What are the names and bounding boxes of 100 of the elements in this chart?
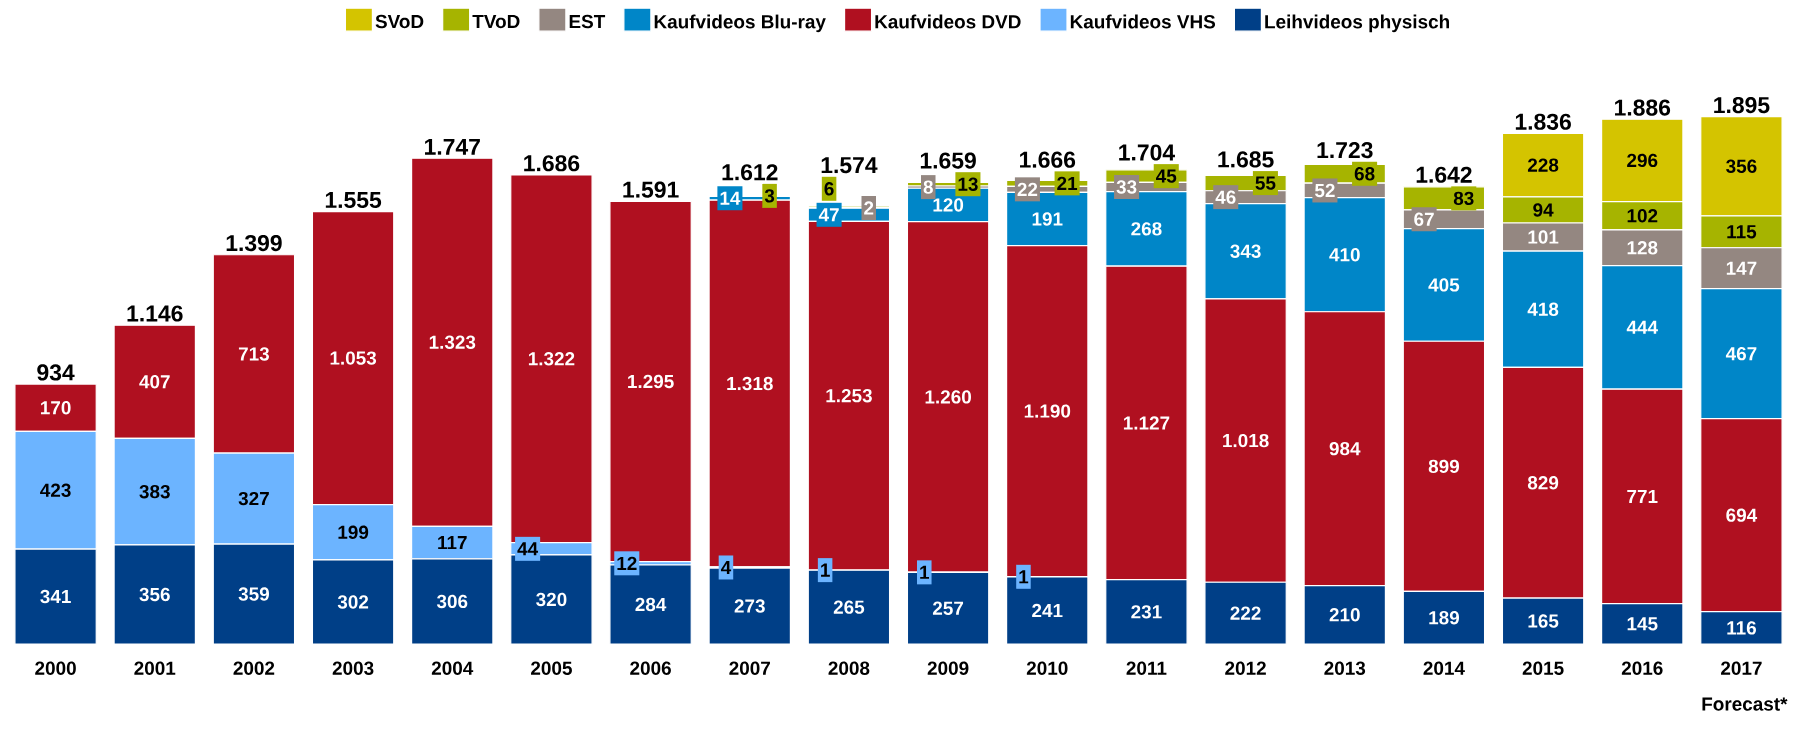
data-label: 116 xyxy=(1727,621,1757,635)
total-label: 1.146 xyxy=(127,305,183,322)
data-label: 83 xyxy=(1453,191,1474,206)
data-label: 257 xyxy=(932,601,964,615)
data-label: 407 xyxy=(139,375,170,389)
data-label: 343 xyxy=(1230,244,1261,258)
total-label: 1.659 xyxy=(920,152,976,169)
data-label: 341 xyxy=(40,589,71,604)
data-label: 1.323 xyxy=(429,335,476,349)
x-tick-label: 2016 xyxy=(1621,661,1663,675)
data-label: 45 xyxy=(1156,169,1177,183)
data-label: 210 xyxy=(1329,608,1360,622)
x-tick-label: 2009 xyxy=(927,661,969,675)
data-label: 713 xyxy=(238,347,270,361)
x-tick-label: 2005 xyxy=(531,661,572,675)
legend-label: SVoD xyxy=(375,14,424,29)
total-label: 1.704 xyxy=(1119,144,1175,161)
data-label: 356 xyxy=(139,587,170,602)
data-label: 984 xyxy=(1329,441,1361,456)
x-tick-label: 2013 xyxy=(1324,661,1366,675)
total-label: 1.666 xyxy=(1020,151,1076,168)
data-label: 12 xyxy=(617,556,637,570)
data-label: 265 xyxy=(833,600,865,614)
data-label: 147 xyxy=(1726,261,1757,275)
total-label: 1.399 xyxy=(226,234,282,252)
data-label: 771 xyxy=(1627,489,1658,503)
data-label: 68 xyxy=(1354,167,1375,181)
legend-label: Kaufvideos DVD xyxy=(875,14,1021,29)
data-label: 467 xyxy=(1725,346,1757,361)
data-label: 268 xyxy=(1131,222,1162,236)
data-label: 1.295 xyxy=(628,374,674,389)
data-label: 1 xyxy=(920,565,930,579)
data-label: 1.018 xyxy=(1223,433,1269,448)
data-label: 306 xyxy=(436,594,468,609)
data-label: 444 xyxy=(1626,320,1658,334)
x-tick-label: 2010 xyxy=(1026,661,1068,675)
x-tick-label: 2004 xyxy=(431,661,474,675)
data-label: 829 xyxy=(1527,476,1559,490)
data-label: 13 xyxy=(958,177,978,191)
data-label: 115 xyxy=(1727,225,1757,239)
data-label: 1 xyxy=(821,563,830,577)
data-label: 359 xyxy=(238,587,269,601)
total-label: 1.686 xyxy=(524,155,580,172)
total-label: 934 xyxy=(37,364,75,381)
x-tick-label: 2008 xyxy=(828,661,870,675)
data-label: 44 xyxy=(517,542,539,556)
x-tick-label: 2007 xyxy=(729,661,770,675)
legend-label: Leihvideos physisch xyxy=(1265,14,1449,33)
x-tick-label: 2014 xyxy=(1423,661,1465,675)
data-label: 1.318 xyxy=(727,376,773,391)
data-label: 52 xyxy=(1314,183,1335,198)
data-label: 128 xyxy=(1627,241,1658,255)
legend-label: Kaufvideos Blu-ray xyxy=(654,14,826,33)
total-label: 1.723 xyxy=(1317,141,1373,159)
data-label: 33 xyxy=(1116,180,1137,194)
data-label: 46 xyxy=(1215,190,1236,204)
data-label: 55 xyxy=(1255,176,1276,190)
data-label: 94 xyxy=(1533,203,1554,217)
data-label: 284 xyxy=(635,597,667,612)
data-label: 231 xyxy=(1131,605,1162,619)
x-tick-label: 2003 xyxy=(332,661,374,675)
data-label: 21 xyxy=(1057,176,1078,190)
total-label: 1.685 xyxy=(1218,151,1274,168)
total-label: 1.612 xyxy=(722,164,778,181)
data-label: 273 xyxy=(734,599,765,613)
x-tick-label: 2002 xyxy=(233,661,275,675)
data-label: 3 xyxy=(764,189,775,203)
total-label: 1.747 xyxy=(425,138,480,155)
total-label: 1.836 xyxy=(1515,113,1571,130)
data-label: 191 xyxy=(1032,212,1063,226)
data-label: 1.190 xyxy=(1024,404,1071,418)
data-label: 1.322 xyxy=(528,352,575,366)
legend-label: Kaufvideos VHS xyxy=(1070,14,1216,29)
data-label: 302 xyxy=(337,595,369,609)
data-label: 1.127 xyxy=(1123,416,1170,430)
data-label: 320 xyxy=(536,592,567,607)
data-label: 199 xyxy=(338,525,369,539)
data-label: 47 xyxy=(818,208,839,222)
total-label: 1.895 xyxy=(1714,96,1770,114)
legend-label: EST xyxy=(569,14,606,29)
data-label: 1.053 xyxy=(330,351,377,365)
data-label: 899 xyxy=(1428,459,1460,474)
data-label: 694 xyxy=(1726,508,1758,522)
data-label: 4 xyxy=(720,560,732,574)
data-label: 296 xyxy=(1627,153,1658,168)
data-label: 189 xyxy=(1429,611,1460,625)
x-tick-label: 2017 xyxy=(1721,661,1762,675)
total-label: 1.574 xyxy=(821,157,878,174)
x-tick-label: 2006 xyxy=(630,661,671,675)
data-label: 14 xyxy=(720,191,741,205)
text: Forecast* xyxy=(1702,697,1788,711)
data-label: 6 xyxy=(824,182,834,196)
data-label: 228 xyxy=(1527,158,1559,172)
data-label: 327 xyxy=(238,491,269,506)
data-label: 241 xyxy=(1032,603,1063,618)
data-label: 2 xyxy=(864,201,874,215)
data-label: 120 xyxy=(933,198,964,212)
data-label: 1.260 xyxy=(925,390,971,404)
data-label: 418 xyxy=(1527,302,1559,316)
x-tick-label: 2012 xyxy=(1225,661,1266,675)
